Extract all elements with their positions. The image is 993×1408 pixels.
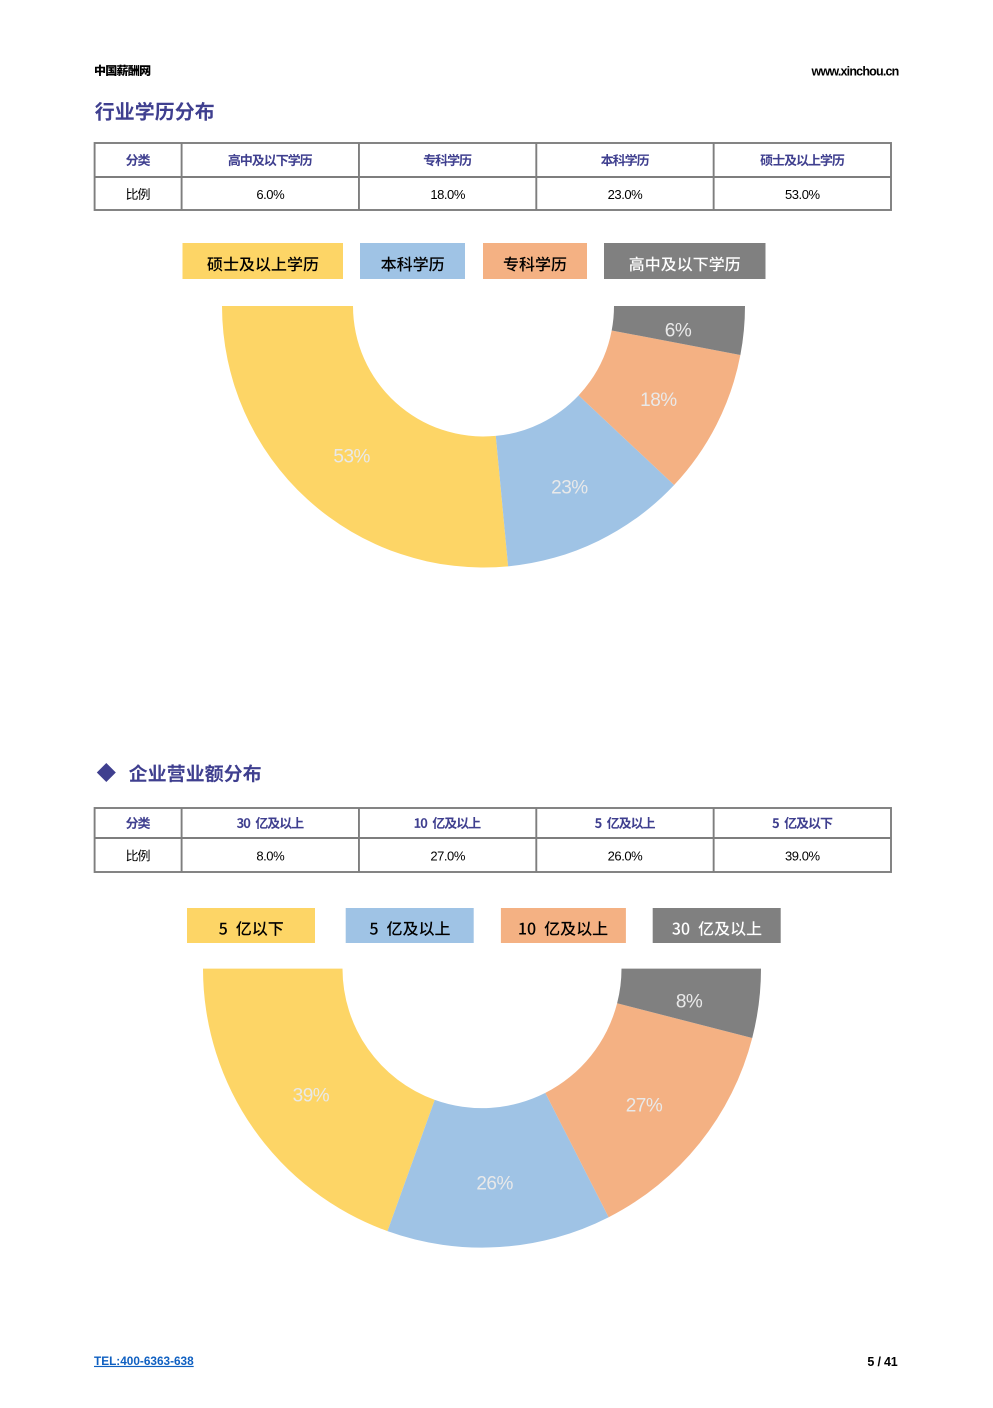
svg-text:53%: 53% bbox=[333, 446, 370, 467]
svg-text:39%: 39% bbox=[293, 1085, 330, 1106]
svg-text:18.0%: 18.0% bbox=[430, 187, 466, 202]
svg-text:27.0%: 27.0% bbox=[430, 849, 466, 864]
svg-text:6%: 6% bbox=[665, 321, 692, 342]
svg-text:www.xinchou.cn: www.xinchou.cn bbox=[811, 65, 899, 79]
svg-text:6.0%: 6.0% bbox=[256, 187, 285, 202]
svg-text:8.0%: 8.0% bbox=[256, 849, 285, 864]
svg-text:27%: 27% bbox=[626, 1095, 663, 1116]
svg-text:23%: 23% bbox=[551, 477, 588, 498]
svg-text:26%: 26% bbox=[476, 1174, 513, 1195]
svg-text:53.0%: 53.0% bbox=[785, 187, 821, 202]
svg-text:TEL:400-6363-638: TEL:400-6363-638 bbox=[94, 1354, 194, 1368]
svg-text:26.0%: 26.0% bbox=[608, 849, 644, 864]
svg-text:18%: 18% bbox=[640, 390, 677, 411]
svg-text:39.0%: 39.0% bbox=[785, 849, 821, 864]
svg-text:8%: 8% bbox=[676, 991, 703, 1012]
svg-text:5 / 41: 5 / 41 bbox=[867, 1355, 897, 1369]
svg-text:23.0%: 23.0% bbox=[608, 187, 644, 202]
